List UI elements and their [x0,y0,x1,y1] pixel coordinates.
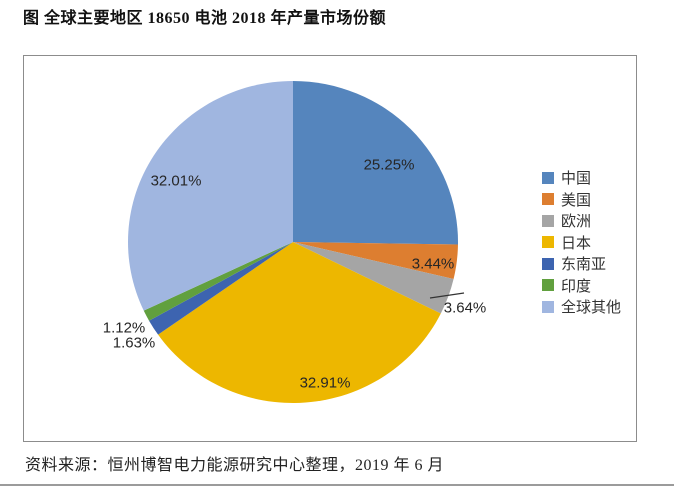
pie-slice-欧洲 [293,242,454,314]
legend-label: 美国 [561,192,592,209]
legend-swatch-icon [542,279,554,292]
chart-legend: 中国美国欧洲日本东南亚印度全球其他 [542,167,621,318]
pie-value-label-印度: 1.12% [102,319,146,337]
legend-swatch-icon [542,193,554,206]
legend-item-美国: 美国 [542,189,621,211]
legend-swatch-icon [542,214,554,227]
chart-area: 25.25% 3.44% 3.64% 32.91% 1.63% 1.12% 32.01% 中… [23,55,637,442]
label-leader-line [429,292,465,299]
source-note: 资料来源：恒州博智电力能源研究中心整理，2019 年 6 月 [25,457,445,474]
pie-value-label-中国: 25.25% [363,156,415,174]
legend-swatch-icon [542,300,554,313]
legend-label: 东南亚 [561,257,607,274]
legend-label: 中国 [561,171,592,188]
legend-swatch-icon [542,257,554,270]
figure-title: 图 全球主要地区 18650 电池 2018 年产量市场份额 [23,10,387,27]
pie-slice-美国 [293,242,458,279]
legend-item-中国: 中国 [542,167,621,189]
pie-slice-全球其他 [128,81,293,311]
legend-item-日本: 日本 [542,232,621,254]
legend-item-全球其他: 全球其他 [542,296,621,318]
pie-slice-中国 [293,81,459,245]
pie-value-label-欧洲: 3.64% [443,299,487,317]
legend-item-东南亚: 东南亚 [542,253,621,275]
bottom-divider [0,484,674,486]
legend-swatch-icon [542,236,554,249]
pie-value-label-全球其他: 32.01% [150,172,202,190]
pie-value-label-美国: 3.44% [411,255,455,273]
pie-chart [128,81,465,404]
legend-label: 欧洲 [561,214,592,231]
pie-value-label-东南亚: 1.63% [112,334,156,352]
legend-label: 印度 [561,278,592,295]
legend-label: 全球其他 [561,300,622,317]
pie-slice-东南亚 [149,242,293,335]
legend-item-印度: 印度 [542,275,621,297]
pie-slice-日本 [158,242,441,404]
pie-value-label-日本: 32.91% [299,374,351,392]
pie-slice-印度 [143,242,293,321]
legend-item-欧洲: 欧洲 [542,210,621,232]
legend-swatch-icon [542,171,554,184]
legend-label: 日本 [561,235,592,252]
